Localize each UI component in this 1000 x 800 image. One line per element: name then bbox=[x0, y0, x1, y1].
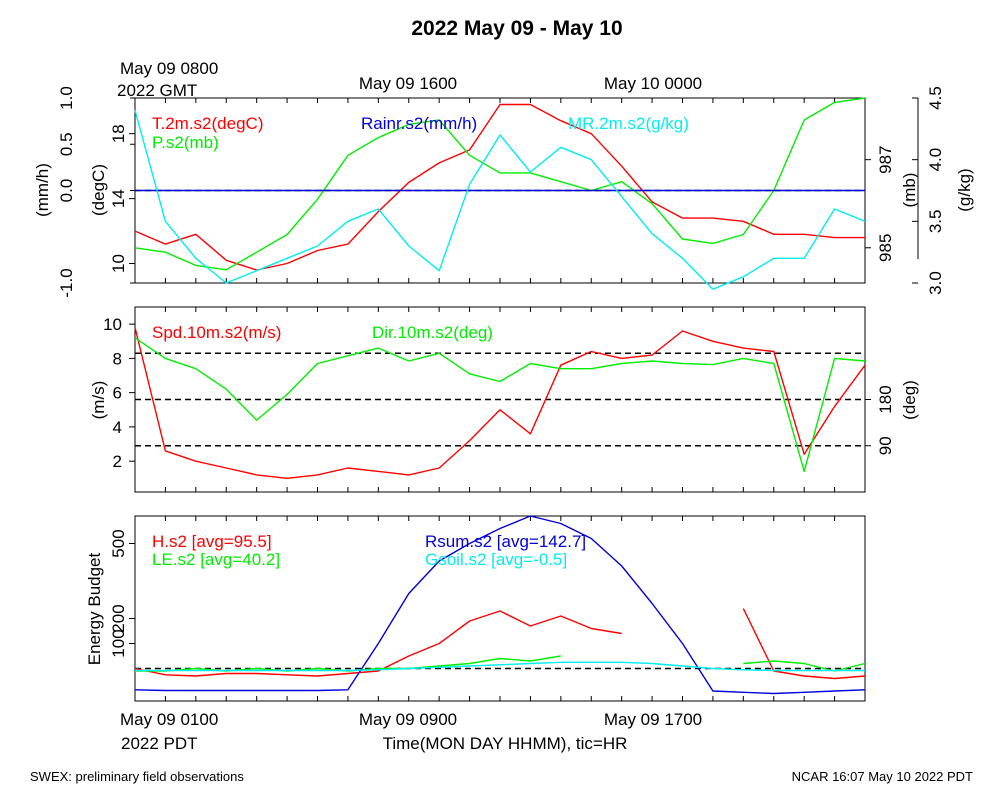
middle-spd-tick-label: 4 bbox=[113, 418, 122, 437]
chart-title: 2022 May 09 - May 10 bbox=[411, 17, 622, 40]
energy-tick-label: 500 bbox=[109, 529, 128, 557]
top-mr-tick-label: 3.0 bbox=[926, 271, 945, 295]
legend-sensible-heat: H.s2 [avg=95.5] bbox=[152, 532, 272, 551]
top-rain-tick-label: 0.5 bbox=[57, 132, 76, 156]
top-temp-tick-label: 14 bbox=[109, 189, 128, 208]
top-time-start-line2: 2022 GMT bbox=[117, 81, 197, 100]
legend-rainrate: Rainr.s2(mm/h) bbox=[361, 114, 477, 133]
footer-right: NCAR 16:07 May 10 2022 PDT bbox=[792, 769, 973, 784]
top-temp-tick-label: 10 bbox=[109, 254, 128, 273]
top-mr-tick-label: 4.5 bbox=[926, 86, 945, 110]
energy-tick-label: 200 bbox=[109, 604, 128, 632]
middle-spd-tick-label: 2 bbox=[113, 452, 122, 471]
legend-temperature: T.2m.s2(degC) bbox=[152, 114, 263, 133]
top-rain-axis-label: (mm/h) bbox=[33, 163, 52, 217]
middle-series-spd bbox=[134, 327, 866, 479]
x-axis-label: Time(MON DAY HHMM), tic=HR bbox=[383, 734, 628, 753]
series-lines bbox=[134, 97, 866, 695]
energy-budget-axis-label: Energy Budget bbox=[85, 552, 104, 665]
bottom-series-h bbox=[134, 608, 866, 680]
energy-tick-label: 100 bbox=[109, 629, 128, 657]
middle-spd-tick-label: 10 bbox=[103, 315, 122, 334]
top-pres-tick-label: 987 bbox=[876, 145, 895, 173]
legend-wind-speed: Spd.10m.s2(m/s) bbox=[152, 323, 281, 342]
reference-lines bbox=[135, 189, 865, 670]
top-mr-axis-label: (g/kg) bbox=[955, 168, 974, 211]
top-rain-tick-label: 0.0 bbox=[57, 179, 76, 203]
legend-latent-heat: LE.s2 [avg=40.2] bbox=[152, 550, 280, 569]
x-tick-marks bbox=[134, 98, 866, 701]
axis-ticks-labels: -1.0 0.0 0.5 1.0 10 14 18 985 987 3.0 3.5 4.0 4.5 2 4 6… bbox=[57, 86, 945, 658]
top-temp-tick-label: 18 bbox=[109, 124, 128, 143]
middle-series-dir bbox=[134, 337, 866, 473]
top-time-mid2: May 10 0000 bbox=[604, 74, 702, 93]
middle-speed-axis-label: (m/s) bbox=[89, 381, 108, 420]
bottom-series-gsoil bbox=[135, 661, 865, 672]
top-series-mr bbox=[134, 110, 866, 290]
top-time-start-line1: May 09 0800 bbox=[120, 59, 218, 78]
bottom-series-rsum bbox=[134, 515, 866, 695]
top-mr-tick-label: 3.5 bbox=[926, 210, 945, 234]
legend-net-radiation: Rsum.s2 [avg=142.7] bbox=[425, 532, 586, 551]
top-pres-axis-label: (mb) bbox=[900, 173, 919, 208]
legend-wind-direction: Dir.10m.s2(deg) bbox=[372, 323, 493, 342]
top-rain-tick-label: -1.0 bbox=[57, 268, 76, 297]
top-rain-tick-label: 1.0 bbox=[57, 86, 76, 110]
bottom-time-start-line1: May 09 0100 bbox=[120, 710, 218, 729]
bottom-time-mid2: May 09 1700 bbox=[604, 710, 702, 729]
middle-spd-tick-label: 6 bbox=[113, 384, 122, 403]
top-temp-axis-label: (degC) bbox=[89, 164, 108, 216]
legend-soil-heat: Gsoil.s2 [avg=-0.5] bbox=[425, 550, 567, 569]
top-series-p bbox=[134, 97, 866, 271]
top-time-mid1: May 09 1600 bbox=[359, 74, 457, 93]
middle-spd-tick-label: 8 bbox=[113, 349, 122, 368]
footer-left: SWEX: preliminary field observations bbox=[30, 769, 244, 784]
legend-mixing-ratio: MR.2m.s2(g/kg) bbox=[568, 114, 689, 133]
middle-dir-tick-label: 180 bbox=[876, 385, 895, 413]
middle-direction-axis-label: (deg) bbox=[900, 380, 919, 420]
top-mr-tick-label: 4.0 bbox=[926, 148, 945, 172]
bottom-time-mid1: May 09 0900 bbox=[359, 710, 457, 729]
top-pres-tick-label: 985 bbox=[876, 234, 895, 262]
legend-pressure: P.s2(mb) bbox=[152, 133, 219, 152]
bottom-time-start-line2: 2022 PDT bbox=[121, 734, 198, 753]
middle-dir-tick-label: 90 bbox=[876, 436, 895, 455]
